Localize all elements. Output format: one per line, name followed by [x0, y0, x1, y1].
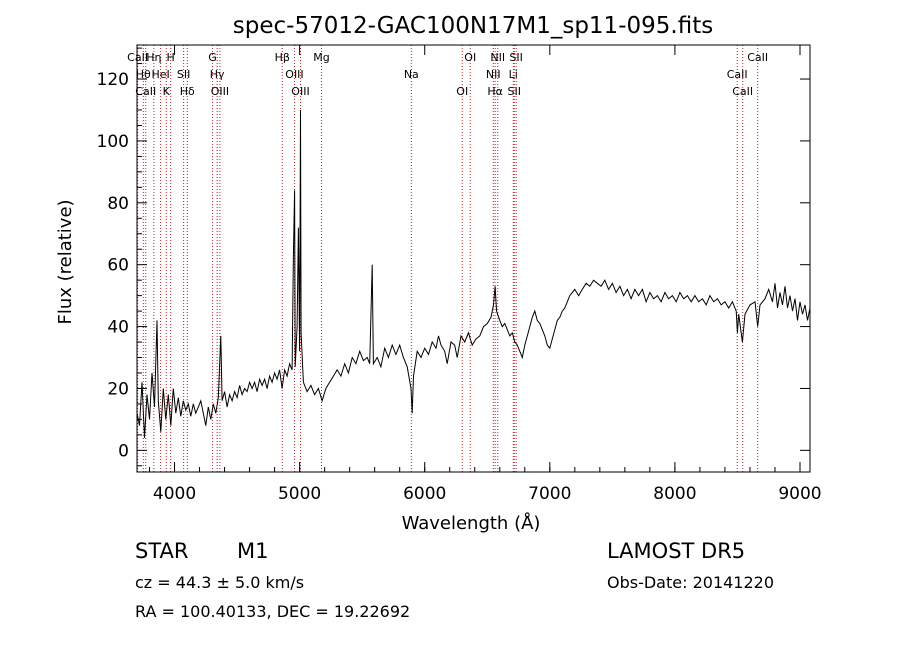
line-label: OIII — [291, 85, 309, 98]
line-label: CaII — [727, 68, 748, 81]
line-label: K — [163, 85, 171, 98]
y-tick-label: 120 — [97, 70, 129, 90]
line-label: OI — [464, 51, 476, 64]
spectrum-line — [136, 109, 811, 439]
line-label: CaII — [732, 85, 753, 98]
redshift-velocity: cz = 44.3 ± 5.0 km/s — [135, 573, 305, 592]
line-label: SII — [509, 51, 522, 64]
sky-coordinates: RA = 100.40133, DEC = 19.22692 — [135, 602, 411, 621]
line-label: H — [167, 51, 175, 64]
line-label: CaII — [135, 85, 156, 98]
x-tick-label: 7000 — [528, 484, 571, 504]
line-label: CaII — [127, 51, 148, 64]
x-tick-label: 9000 — [778, 484, 821, 504]
line-label: OIII — [211, 85, 229, 98]
y-tick-label: 40 — [107, 318, 129, 338]
x-tick-label: 6000 — [403, 484, 446, 504]
line-label: Hδ — [180, 85, 195, 98]
line-label: NII — [490, 51, 505, 64]
plot-frame — [136, 44, 811, 473]
observation-date: Obs-Date: 20141220 — [607, 573, 775, 592]
line-label: NII — [486, 68, 501, 81]
line-label: Na — [404, 68, 419, 81]
y-axis-label: Flux (relative) — [55, 199, 76, 324]
line-label: SII — [177, 68, 190, 81]
x-tick-label: 8000 — [653, 484, 696, 504]
line-label: SII — [508, 85, 521, 98]
line-label: Hγ — [210, 68, 225, 81]
y-axis-ticks: 0 20 40 60 80 100 120 — [97, 47, 810, 467]
line-label: OIII — [285, 68, 303, 81]
line-label: Li — [509, 68, 518, 81]
line-label: Hα — [487, 85, 503, 98]
x-tick-label: 4000 — [153, 484, 196, 504]
y-tick-label: 80 — [107, 194, 129, 214]
line-label: CaII — [747, 51, 768, 64]
x-axis-ticks: 4000 5000 6000 7000 8000 9000 — [149, 45, 822, 504]
emission-absorption-line-markers — [137, 45, 759, 472]
line-label: Hβ — [275, 51, 290, 64]
line-labels: CaIIHθCaIIHηHeIKHSIIHδGHγOIIIHβOIIIOIIIM… — [127, 51, 768, 98]
y-tick-label: 0 — [118, 441, 129, 461]
y-tick-label: 60 — [107, 256, 129, 276]
x-tick-label: 5000 — [278, 484, 321, 504]
y-tick-label: 20 — [107, 379, 129, 399]
line-label: Hη — [146, 51, 161, 64]
object-subclass: M1 — [237, 539, 269, 563]
line-label: Hθ — [136, 68, 151, 81]
line-label: G — [208, 51, 217, 64]
line-label: OI — [456, 85, 468, 98]
chart-title: spec-57012-GAC100N17M1_sp11-095.fits — [233, 13, 713, 39]
line-label: HeI — [151, 68, 169, 81]
x-axis-label: Wavelength (Å) — [402, 512, 541, 534]
survey-release: LAMOST DR5 — [607, 539, 746, 563]
line-label: Mg — [313, 51, 329, 64]
object-class: STAR — [135, 539, 189, 563]
y-tick-label: 100 — [97, 132, 129, 152]
